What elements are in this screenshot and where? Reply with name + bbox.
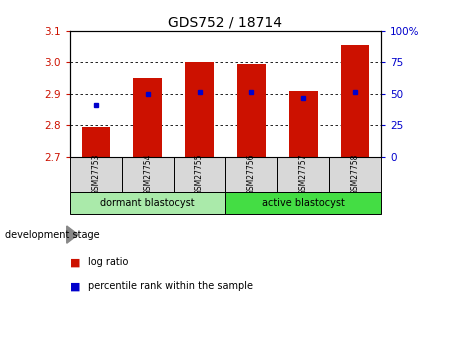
Bar bbox=[82, 127, 110, 157]
Text: GSM27754: GSM27754 bbox=[143, 154, 152, 195]
Bar bbox=[329, 157, 381, 193]
Polygon shape bbox=[67, 226, 78, 243]
Text: percentile rank within the sample: percentile rank within the sample bbox=[88, 282, 253, 291]
Bar bbox=[70, 193, 226, 214]
Title: GDS752 / 18714: GDS752 / 18714 bbox=[169, 16, 282, 30]
Bar bbox=[122, 157, 174, 193]
Bar bbox=[226, 193, 381, 214]
Text: GSM27757: GSM27757 bbox=[299, 154, 308, 195]
Text: GSM27753: GSM27753 bbox=[92, 154, 100, 195]
Text: ■: ■ bbox=[70, 257, 80, 267]
Bar bbox=[289, 91, 318, 157]
Text: development stage: development stage bbox=[5, 230, 99, 239]
Text: GSM27756: GSM27756 bbox=[247, 154, 256, 195]
Text: ■: ■ bbox=[70, 282, 80, 291]
Text: active blastocyst: active blastocyst bbox=[262, 198, 345, 208]
Bar bbox=[341, 45, 369, 157]
Bar bbox=[133, 78, 162, 157]
Text: dormant blastocyst: dormant blastocyst bbox=[101, 198, 195, 208]
Bar bbox=[70, 157, 122, 193]
Bar bbox=[277, 157, 329, 193]
Bar bbox=[185, 62, 214, 157]
Text: log ratio: log ratio bbox=[88, 257, 129, 267]
Text: GSM27755: GSM27755 bbox=[195, 154, 204, 195]
Bar bbox=[226, 157, 277, 193]
Bar bbox=[174, 157, 226, 193]
Bar bbox=[237, 64, 266, 157]
Text: GSM27758: GSM27758 bbox=[351, 154, 359, 195]
